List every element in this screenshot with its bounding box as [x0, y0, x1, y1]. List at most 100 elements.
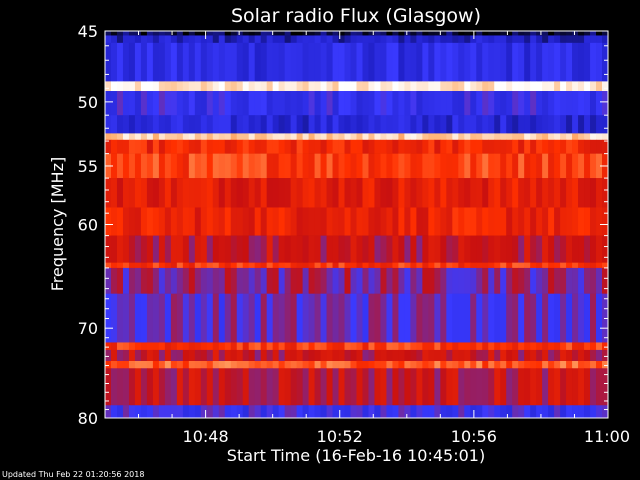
spectrogram-cell — [332, 293, 339, 343]
spectrogram-cell — [524, 267, 531, 294]
spectrogram-cell — [200, 139, 208, 154]
spectrogram-cell — [506, 31, 513, 36]
spectrogram-cell — [572, 207, 579, 236]
spectrogram-cell — [404, 91, 411, 116]
spectrogram-cell — [338, 35, 345, 44]
spectrogram-cell — [134, 368, 142, 406]
spectrogram-cell — [158, 81, 166, 92]
spectrogram-cell — [590, 133, 597, 141]
spectrogram-cell — [368, 133, 375, 141]
frequency-band — [105, 405, 609, 419]
spectrogram-cell — [506, 81, 513, 92]
spectrogram-cell — [428, 368, 435, 406]
spectrogram-cell — [230, 42, 238, 82]
spectrogram-cell — [428, 133, 435, 141]
spectrogram-cell — [584, 267, 591, 294]
spectrogram-cell — [182, 42, 190, 82]
spectrogram-cell — [482, 115, 489, 134]
spectrogram-cell — [320, 349, 327, 362]
spectrogram-cell — [194, 342, 202, 351]
spectrogram-cell — [206, 91, 214, 116]
spectrogram-cell — [176, 262, 184, 269]
spectrogram-cell — [224, 115, 232, 134]
spectrogram-cell — [194, 91, 202, 116]
spectrogram-cell — [554, 31, 561, 36]
spectrogram-cell — [506, 42, 513, 82]
spectrogram-cell — [338, 342, 345, 351]
spectrogram-cell — [482, 293, 489, 343]
spectrogram-cell — [326, 178, 333, 208]
spectrogram-cell — [524, 31, 531, 36]
frequency-band — [105, 267, 609, 294]
spectrogram-cell — [488, 91, 495, 116]
spectrogram-cell — [116, 342, 124, 351]
spectrogram-cell — [140, 133, 148, 141]
spectrogram-cell — [518, 342, 525, 351]
spectrogram-cell — [512, 115, 519, 134]
spectrogram-cell — [320, 235, 327, 263]
spectrogram-cell — [188, 293, 196, 343]
spectrogram-cell — [446, 115, 453, 134]
spectrogram-cell — [428, 91, 435, 116]
spectrogram-cell — [566, 178, 573, 208]
spectrogram-cell — [560, 262, 567, 269]
spectrogram-cell — [338, 115, 345, 134]
spectrogram-cell — [542, 405, 549, 419]
spectrogram-cell — [602, 133, 609, 141]
spectrogram-cell — [242, 349, 250, 362]
spectrogram-cell — [428, 405, 435, 419]
spectrogram-cell — [572, 91, 579, 116]
spectrogram-cell — [320, 31, 327, 36]
spectrogram-cell — [284, 267, 292, 294]
spectrogram-cell — [374, 262, 381, 269]
spectrogram-cell — [470, 235, 477, 263]
spectrogram-cell — [422, 368, 429, 406]
spectrogram-cell — [296, 81, 304, 92]
spectrogram-cell — [134, 235, 142, 263]
spectrogram-cell — [584, 262, 591, 269]
spectrogram-cell — [530, 368, 537, 406]
spectrogram-cell — [374, 235, 381, 263]
spectrogram-cell — [488, 293, 495, 343]
spectrogram-cell — [386, 207, 393, 236]
spectrogram-cell — [434, 342, 441, 351]
spectrogram-cell — [554, 405, 561, 419]
spectrogram-cell — [248, 267, 256, 294]
spectrogram-cell — [566, 368, 573, 406]
spectrogram-cell — [260, 262, 268, 269]
spectrogram-cell — [512, 235, 519, 263]
spectrogram-cell — [314, 405, 321, 419]
spectrogram-cell — [188, 133, 196, 141]
spectrogram-cell — [512, 293, 519, 343]
spectrogram-cell — [128, 207, 136, 236]
spectrogram-cell — [308, 293, 315, 343]
spectrogram-cell — [140, 368, 148, 406]
spectrogram-cell — [368, 178, 375, 208]
frequency-band — [105, 35, 609, 44]
spectrogram-cell — [105, 267, 112, 294]
spectrogram-cell — [308, 178, 315, 208]
spectrogram-cell — [284, 91, 292, 116]
spectrogram-cell — [320, 91, 327, 116]
spectrogram-cell — [278, 81, 286, 92]
updated-timestamp: Updated Thu Feb 22 01:20:56 2018 — [2, 470, 145, 479]
spectrogram-cell — [332, 133, 339, 141]
frequency-band — [105, 42, 609, 82]
spectrogram-cell — [332, 115, 339, 134]
spectrogram-cell — [554, 81, 561, 92]
spectrogram-cell — [200, 368, 208, 406]
spectrogram-cell — [506, 361, 513, 369]
spectrogram-cell — [326, 262, 333, 269]
spectrogram-cell — [122, 342, 130, 351]
spectrogram-cell — [308, 342, 315, 351]
spectrogram-cell — [476, 91, 483, 116]
spectrogram-cell — [404, 262, 411, 269]
spectrogram-cell — [590, 35, 597, 44]
spectrogram-cell — [572, 35, 579, 44]
spectrogram-cell — [260, 81, 268, 92]
spectrogram-cell — [278, 133, 286, 141]
spectrogram-cell — [560, 178, 567, 208]
spectrogram-cell — [554, 207, 561, 236]
frequency-band — [105, 368, 609, 406]
spectrogram-cell — [152, 91, 160, 116]
